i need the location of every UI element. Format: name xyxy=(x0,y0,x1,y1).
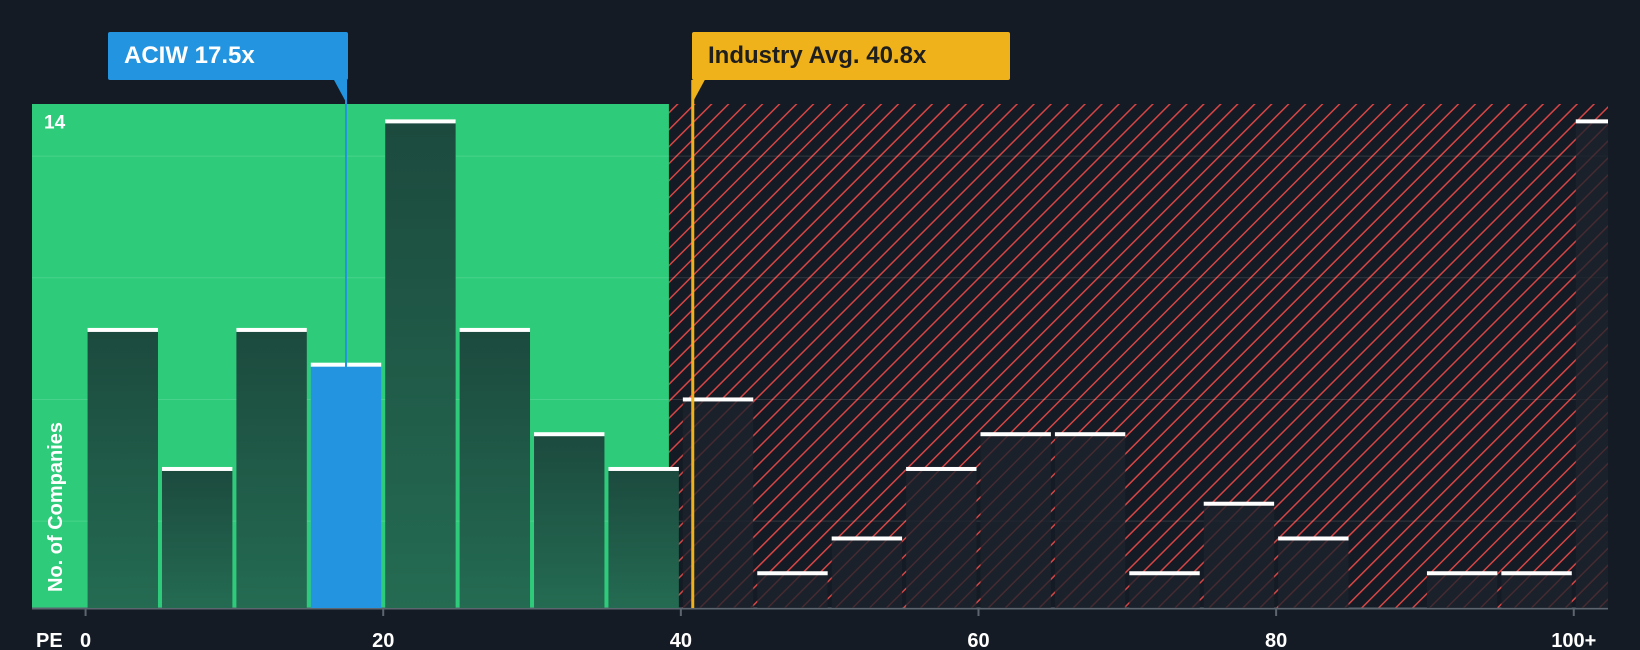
bar-cap xyxy=(1203,501,1275,506)
histogram-bar xyxy=(608,468,679,608)
histogram-bar xyxy=(534,434,605,608)
bar-cap xyxy=(1278,536,1349,541)
histogram-bar xyxy=(87,329,158,608)
x-tick-label: 20 xyxy=(372,630,394,650)
bar-cap xyxy=(831,536,903,541)
bar-cap xyxy=(385,119,456,124)
bar-cap xyxy=(1426,571,1498,576)
histogram-bar xyxy=(1129,573,1200,608)
bar-cap xyxy=(1054,432,1126,437)
histogram-bar xyxy=(1203,503,1275,608)
bar-cap xyxy=(757,571,828,576)
bar-cap xyxy=(1501,571,1572,576)
company-callout-pointer xyxy=(334,80,348,104)
bar-cap xyxy=(682,397,754,402)
histogram-bar xyxy=(757,573,828,608)
bar-cap xyxy=(1129,571,1200,576)
histogram-bar xyxy=(1501,573,1572,608)
bar-cap xyxy=(1575,119,1608,124)
bar-cap xyxy=(236,327,307,332)
x-tick-label: 80 xyxy=(1265,630,1287,650)
x-tick-label: 0 xyxy=(80,630,91,650)
bar-cap xyxy=(459,327,531,332)
histogram-bar xyxy=(1278,538,1349,608)
histogram-bar xyxy=(385,121,456,609)
histogram-bar xyxy=(236,329,307,608)
overvalued-zone xyxy=(668,104,1608,608)
histogram-bar xyxy=(906,468,977,608)
bar-cap xyxy=(161,466,233,471)
bar-cap xyxy=(608,466,679,471)
y-tick-label: 14 xyxy=(44,112,66,133)
bar-cap xyxy=(906,466,977,471)
histogram-bar xyxy=(459,329,531,608)
histogram-bar xyxy=(682,399,754,608)
bar-cap xyxy=(87,327,158,332)
bar-cap xyxy=(980,432,1051,437)
company-pe-callout: ACIW 17.5x xyxy=(108,32,348,80)
histogram-bar xyxy=(161,468,233,608)
histogram-bar xyxy=(1575,121,1608,609)
y-axis-title: No. of Companies xyxy=(45,422,67,592)
industry-avg-callout: Industry Avg. 40.8x xyxy=(692,32,1010,80)
x-tick-label: 60 xyxy=(967,630,989,650)
x-tick-label: 100+ xyxy=(1551,630,1596,650)
histogram-bar xyxy=(831,538,903,608)
bar-cap xyxy=(534,432,605,437)
histogram-bar xyxy=(1426,573,1498,608)
histogram-bar xyxy=(980,434,1051,608)
x-tick-label: 40 xyxy=(670,630,692,650)
x-axis-title: PE xyxy=(36,630,63,650)
industry-callout-pointer xyxy=(691,80,705,104)
histogram-bar xyxy=(1054,434,1126,608)
